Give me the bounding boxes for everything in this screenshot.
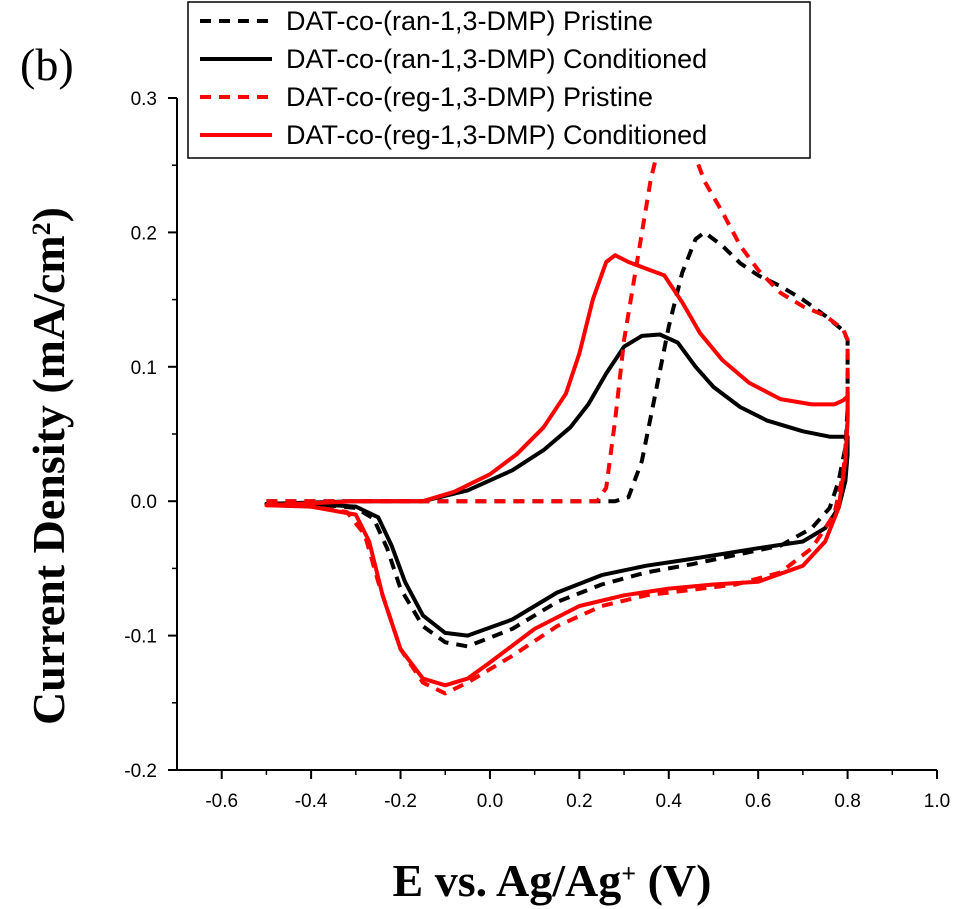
x-axis-title-sup: + (621, 859, 636, 888)
y-tick-label: 0.3 (131, 89, 157, 110)
series-line-3 (266, 106, 850, 696)
legend-label-2: DAT-co-(ran-1,3-DMP) Conditioned (286, 44, 707, 74)
y-tick-label: 0.2 (131, 223, 157, 244)
x-axis-title-main: E vs. Ag/Ag (393, 855, 622, 906)
legend-label-1: DAT-co-(ran-1,3-DMP) Pristine (286, 6, 653, 36)
x-tick-label: 0.0 (477, 791, 503, 812)
y-tick-label: -0.1 (124, 627, 157, 648)
series-line-1 (266, 230, 850, 649)
series-line-4 (264, 253, 850, 688)
legend: DAT-co-(ran-1,3-DMP) Pristine DAT-co-(ran… (187, 1, 811, 159)
y-tick-label: -0.2 (124, 761, 157, 782)
legend-label-3: DAT-co-(reg-1,3-DMP) Pristine (286, 82, 653, 112)
legend-box (187, 1, 811, 159)
x-axis-title: E vs. Ag/Ag+ (V) (393, 855, 712, 906)
x-tick-label: 0.2 (566, 791, 592, 812)
panel-label: (b) (20, 39, 74, 90)
x-axis-title-tail: (V) (636, 855, 711, 906)
series-line-2 (264, 332, 850, 638)
y-axis-title-sup: 2 (27, 222, 56, 235)
x-tick-label: 0.6 (745, 791, 771, 812)
x-tick-label: 0.8 (834, 791, 860, 812)
x-tick-label: -0.4 (295, 791, 328, 812)
x-tick-label: 1.0 (924, 791, 950, 812)
y-axis-title-tail: ) (23, 207, 74, 222)
y-tick-label: 0.0 (131, 492, 157, 513)
legend-label-4: DAT-co-(reg-1,3-DMP) Conditioned (286, 120, 707, 150)
y-axis-title: Current Density (mA/cm2) (23, 207, 74, 725)
ticks-layer: -0.6 -0.4 -0.2 0.0 0.2 0.4 0.6 0.8 1.0 -0.2 -0.1 0.… (124, 89, 950, 812)
x-tick-label: -0.6 (205, 791, 238, 812)
x-tick-label: -0.2 (384, 791, 417, 812)
curves-layer (264, 106, 850, 696)
y-tick-label: 0.1 (131, 358, 157, 379)
x-tick-label: 0.4 (656, 791, 683, 812)
y-axis-title-main: Current Density (mA/cm (23, 235, 74, 725)
